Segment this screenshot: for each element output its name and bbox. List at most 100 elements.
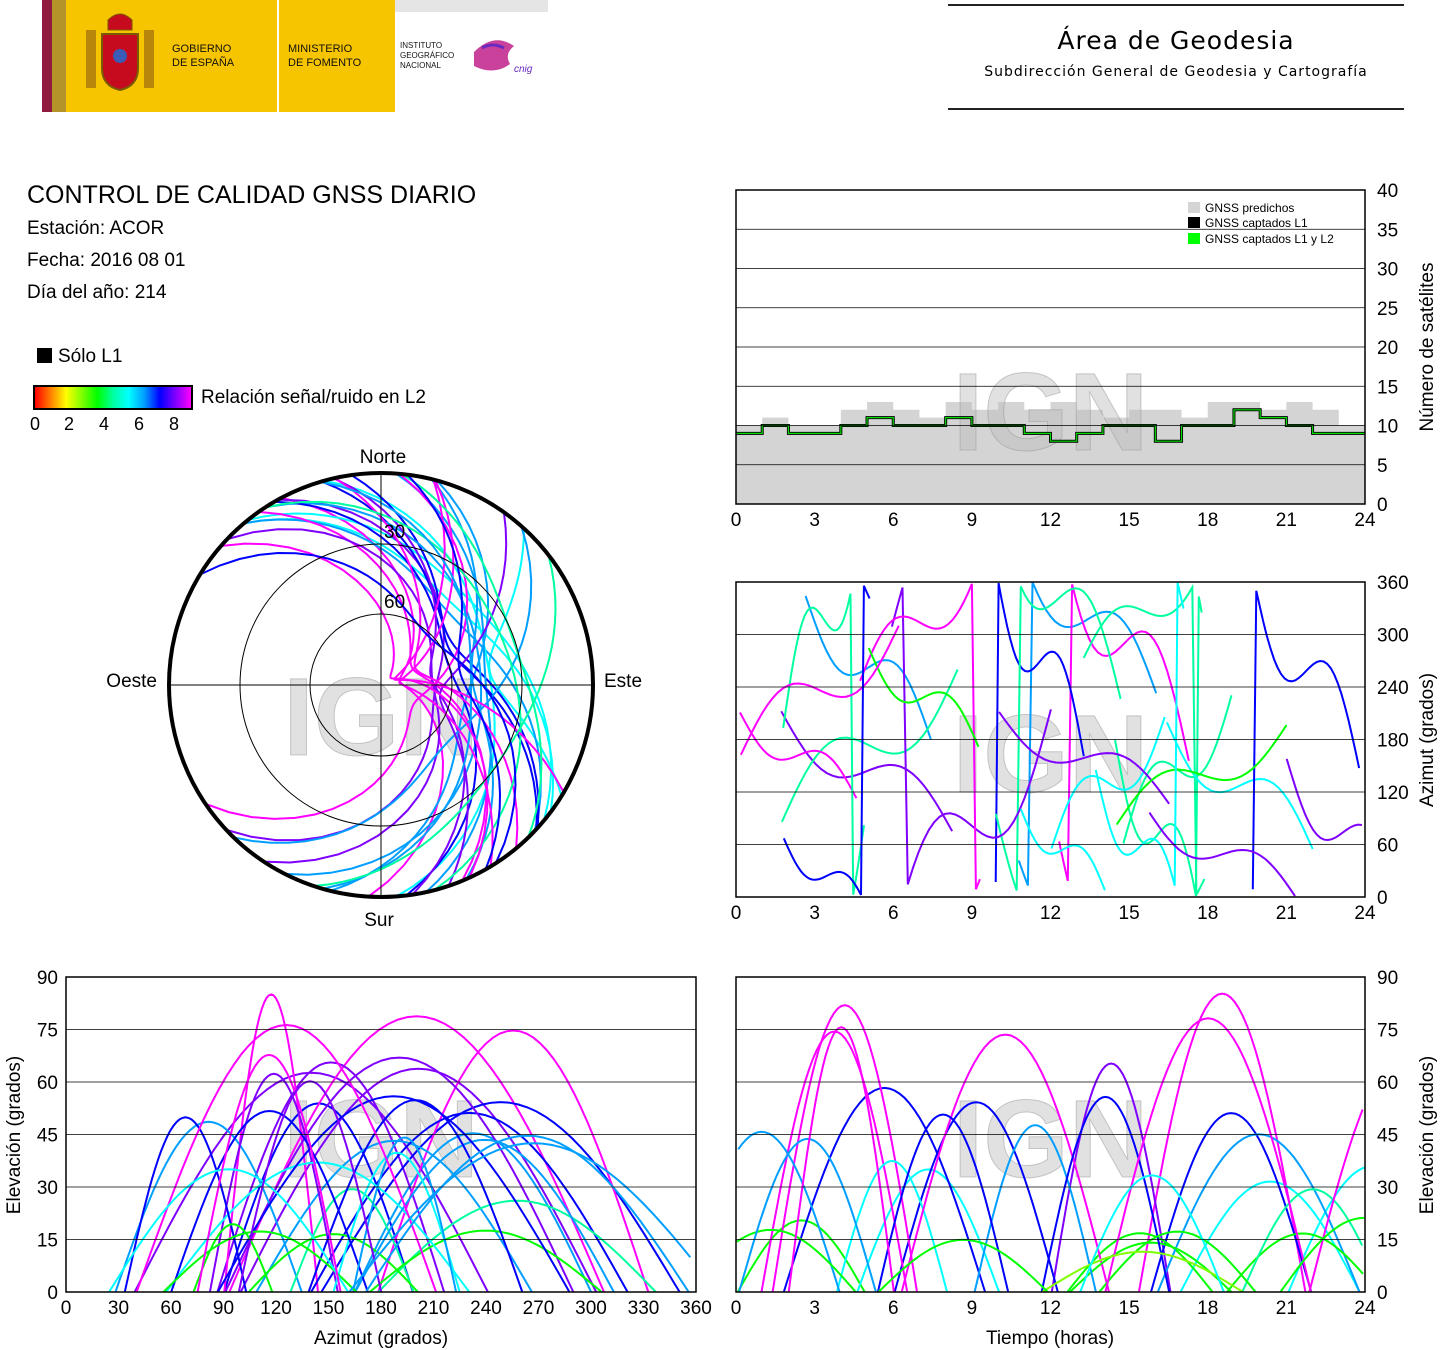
eltime-xtick: 12 [1040,1298,1061,1319]
elaz-track [377,1199,657,1293]
flag-stripe-yellow [52,0,66,112]
azimuth-track [782,585,871,896]
elaz-track [353,1132,593,1293]
satcount-xtick: 18 [1197,510,1218,531]
skyplot-track [398,479,494,867]
elaz-xtick: 270 [523,1298,555,1319]
eltime-track [876,1113,1010,1293]
skyplot-track [265,502,483,876]
eltime-track [973,1124,1097,1293]
eltime-track [1050,1062,1172,1293]
eltime-track [737,1130,841,1293]
azimuth-frame [735,581,1366,898]
ministerio-panel [279,0,395,112]
azimuth-track [1165,721,1314,850]
elaz-watermark: IGN [283,1078,479,1201]
eltime-track [787,1026,895,1293]
elaz-xtick: 90 [213,1298,234,1319]
azimuth-ylabel: Azimut (grados) [1417,673,1438,807]
east-label: Este [604,671,642,692]
satcount-xtick: 12 [1040,510,1061,531]
elaz-track [365,1134,690,1293]
eltime-xtick: 18 [1197,1298,1218,1319]
elaz-track [135,1023,438,1293]
eltime-frame [735,976,1366,1293]
elaz-track [216,1095,571,1293]
azimuth-xtick: 0 [731,903,742,924]
l1l2-line [736,409,1365,442]
satcount-xtick: 6 [888,510,899,531]
eltime-xlabel: Tiempo (horas) [986,1328,1114,1349]
gobierno-panel [66,0,277,112]
gobierno-line1: GOBIERNO [172,43,232,55]
satcount-ylabel: Número de satélites [1417,263,1438,432]
date-label: Fecha: 2016 08 01 [27,250,186,271]
satcount-ytick: 0 [1377,495,1388,516]
area-header: Área de Geodesia Subdirección General de… [948,4,1404,112]
ministerio-line2: DE FOMENTO [288,57,362,69]
skyplot-track [247,512,553,821]
elaz-xtick: 180 [365,1298,397,1319]
legend-swatch-predicted [1188,202,1200,213]
azimuth-track [1082,583,1206,896]
eltime-track [736,1219,866,1293]
eltime-track [1308,1109,1364,1293]
skyplot-track [333,477,466,896]
skyplot-track [401,473,543,838]
elaz-ytick: 45 [37,1126,58,1147]
satcount-ytick: 40 [1377,181,1398,202]
elaz-frame [65,976,697,1293]
satcount-xtick: 24 [1354,510,1376,531]
eltime-track [1040,1095,1171,1293]
predicted-area [736,401,1365,504]
azimuth-track [804,595,932,740]
satcount-watermark: IGN [953,351,1149,474]
elaz-track [354,1138,615,1293]
azimuth-track [994,585,1122,891]
eltime-ytick: 0 [1377,1283,1388,1304]
skyplot-track [323,479,496,898]
eltime-track [1098,1230,1257,1293]
elaz-track [332,1151,461,1293]
satellite-count-chart: IGN 0 5 10 15 20 25 30 35 40 0 3 6 9 12 15 18 21 24 Númer… [731,181,1438,531]
eltime-ytick: 75 [1377,1021,1398,1042]
azimuth-ytick: 0 [1377,888,1388,909]
azimuth-track [739,712,858,799]
azimuth-xtick: 3 [809,903,820,924]
elaz-track [352,1136,458,1293]
ring-label-30: 30 [384,522,405,543]
elaz-track [369,1229,603,1293]
satcount-ytick: 10 [1377,417,1398,438]
skyplot-track [243,518,542,832]
azimuth-ytick: 360 [1377,573,1409,594]
elaz-xtick: 210 [418,1298,450,1319]
eltime-ytick: 45 [1377,1126,1398,1147]
cbar-tick-4: 4 [98,414,109,434]
azimuth-xtick: 15 [1119,903,1140,924]
eltime-xtick: 0 [731,1298,742,1319]
elaz-track [289,1188,415,1293]
satcount-ytick: 35 [1377,220,1398,241]
elaz-track [192,1223,274,1293]
azimuth-track [890,587,1052,885]
elaz-xtick: 360 [680,1298,712,1319]
eltime-ylabel: Elevación (grados) [1417,1056,1438,1214]
area-title: Área de Geodesia [1057,26,1295,55]
cbar-tick-8: 8 [168,414,179,434]
azimuth-track [1050,716,1166,849]
eltime-ytick: 30 [1377,1178,1398,1199]
eltime-xtick: 9 [967,1298,978,1319]
elaz-xtick: 240 [470,1298,502,1319]
elaz-track [320,1101,681,1293]
azimuth-xtick: 9 [967,903,978,924]
skyplot-track [220,542,489,879]
azimuth-ytick: 240 [1377,678,1409,699]
legend-l1-only: Sólo L1 [37,346,122,368]
skyplot-track [243,518,555,813]
eltime-track [1226,1232,1364,1293]
satcount-xtick: 0 [731,510,742,531]
cbar-tick-0: 0 [29,414,40,434]
azimuth-track [998,711,1170,805]
satcount-legend: GNSS predichos GNSS captados L1 GNSS cap… [1188,201,1334,246]
elaz-track [224,1056,575,1293]
